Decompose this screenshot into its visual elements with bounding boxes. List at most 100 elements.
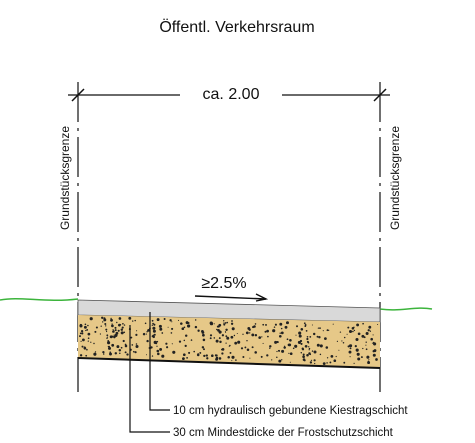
aggregate-dot xyxy=(106,334,109,337)
aggregate-dot xyxy=(136,330,138,332)
aggregate-dot xyxy=(276,341,279,344)
aggregate-dot xyxy=(118,348,122,352)
aggregate-dot xyxy=(318,336,321,339)
slope-arrow xyxy=(194,295,267,300)
aggregate-dot xyxy=(289,352,293,356)
aggregate-dot xyxy=(357,332,361,336)
aggregate-dot xyxy=(254,334,258,337)
aggregate-dot xyxy=(258,336,262,339)
aggregate-dot xyxy=(355,337,359,342)
aggregate-dot xyxy=(150,346,153,349)
aggregate-dot xyxy=(119,352,121,354)
aggregate-dot xyxy=(224,322,227,324)
aggregate-dot xyxy=(165,342,168,345)
aggregate-dot xyxy=(370,337,373,341)
aggregate-dot xyxy=(269,347,271,349)
aggregate-dot xyxy=(225,342,227,344)
aggregate-dot xyxy=(346,333,348,335)
aggregate-dot xyxy=(209,337,212,340)
aggregate-dot xyxy=(106,330,108,333)
aggregate-dot xyxy=(300,352,303,354)
aggregate-dot xyxy=(362,322,364,325)
aggregate-dot xyxy=(330,355,334,358)
ground-line xyxy=(379,307,433,311)
aggregate-dot xyxy=(281,359,283,361)
aggregate-dot xyxy=(196,353,200,357)
slope-label: ≥2.5% xyxy=(201,275,246,292)
aggregate-dot xyxy=(218,330,222,334)
aggregate-dot xyxy=(308,346,310,348)
aggregate-dot xyxy=(186,356,189,359)
aggregate-dot xyxy=(209,334,213,337)
aggregate-dot xyxy=(242,333,244,335)
aggregate-dot xyxy=(135,343,138,345)
aggregate-dot xyxy=(322,330,324,332)
aggregate-dot xyxy=(278,359,282,363)
aggregate-dot xyxy=(85,329,87,332)
aggregate-dot xyxy=(349,347,352,350)
aggregate-dot xyxy=(300,342,303,345)
aggregate-dot xyxy=(145,333,148,335)
aggregate-dot xyxy=(184,344,187,348)
aggregate-dot xyxy=(156,318,160,322)
aggregate-dot xyxy=(343,336,346,339)
aggregate-dot xyxy=(102,353,105,355)
aggregate-dot xyxy=(317,327,320,329)
aggregate-dot xyxy=(187,322,190,324)
aggregate-dot xyxy=(126,353,129,356)
aggregate-dot xyxy=(216,328,218,331)
aggregate-dot xyxy=(289,361,291,363)
aggregate-dot xyxy=(286,321,289,324)
aggregate-dot xyxy=(247,326,251,330)
aggregate-dot xyxy=(283,346,286,349)
aggregate-dot xyxy=(233,334,236,337)
aggregate-dot xyxy=(372,350,375,353)
title: Öffentl. Verkehrsraum xyxy=(159,18,314,36)
aggregate-dot xyxy=(306,335,309,338)
aggregate-dot xyxy=(123,331,126,334)
aggregate-dot xyxy=(203,348,205,351)
aggregate-dot xyxy=(262,323,265,326)
aggregate-dot xyxy=(266,354,269,357)
leader-line xyxy=(129,325,170,433)
aggregate-dot xyxy=(306,337,309,341)
aggregate-dot xyxy=(106,337,108,339)
aggregate-dot xyxy=(102,350,105,354)
aggregate-dot xyxy=(214,354,218,357)
aggregate-dot xyxy=(120,328,124,331)
aggregate-dot xyxy=(81,332,84,335)
aggregate-dot xyxy=(161,332,164,334)
aggregate-dot xyxy=(225,335,228,338)
aggregate-dot xyxy=(156,345,158,347)
ground-line xyxy=(0,297,79,302)
aggregate-dot xyxy=(153,323,156,326)
aggregate-dot xyxy=(206,357,209,360)
aggregate-dot xyxy=(229,344,231,347)
aggregate-dot xyxy=(187,324,191,328)
aggregate-dot xyxy=(114,326,117,329)
aggregate-dot xyxy=(93,342,95,345)
aggregate-dot xyxy=(341,340,343,342)
aggregate-dot xyxy=(264,330,267,333)
aggregate-dot xyxy=(230,335,234,339)
aggregate-dot xyxy=(111,324,114,328)
aggregate-dot xyxy=(302,353,305,356)
aggregate-dot xyxy=(249,357,251,359)
aggregate-dot xyxy=(152,322,154,325)
aggregate-dot xyxy=(159,327,163,331)
aggregate-dot xyxy=(83,346,87,350)
aggregate-dot xyxy=(244,346,247,349)
layer-bottom xyxy=(77,357,381,369)
aggregate-dot xyxy=(147,329,150,332)
aggregate-dot xyxy=(365,348,368,351)
aggregate-dot xyxy=(110,317,112,320)
aggregate-dot xyxy=(310,359,312,361)
aggregate-dot xyxy=(372,334,374,336)
aggregate-dot xyxy=(276,350,278,353)
aggregate-dot xyxy=(118,317,122,320)
aggregate-dot xyxy=(335,355,337,358)
layer-label: 10 cm hydraulisch gebundene Kiestragschi… xyxy=(173,405,408,417)
aggregate-dot xyxy=(365,341,367,343)
boundary-label: Grundstücksgrenze xyxy=(388,126,402,230)
aggregate-dot xyxy=(356,352,360,356)
